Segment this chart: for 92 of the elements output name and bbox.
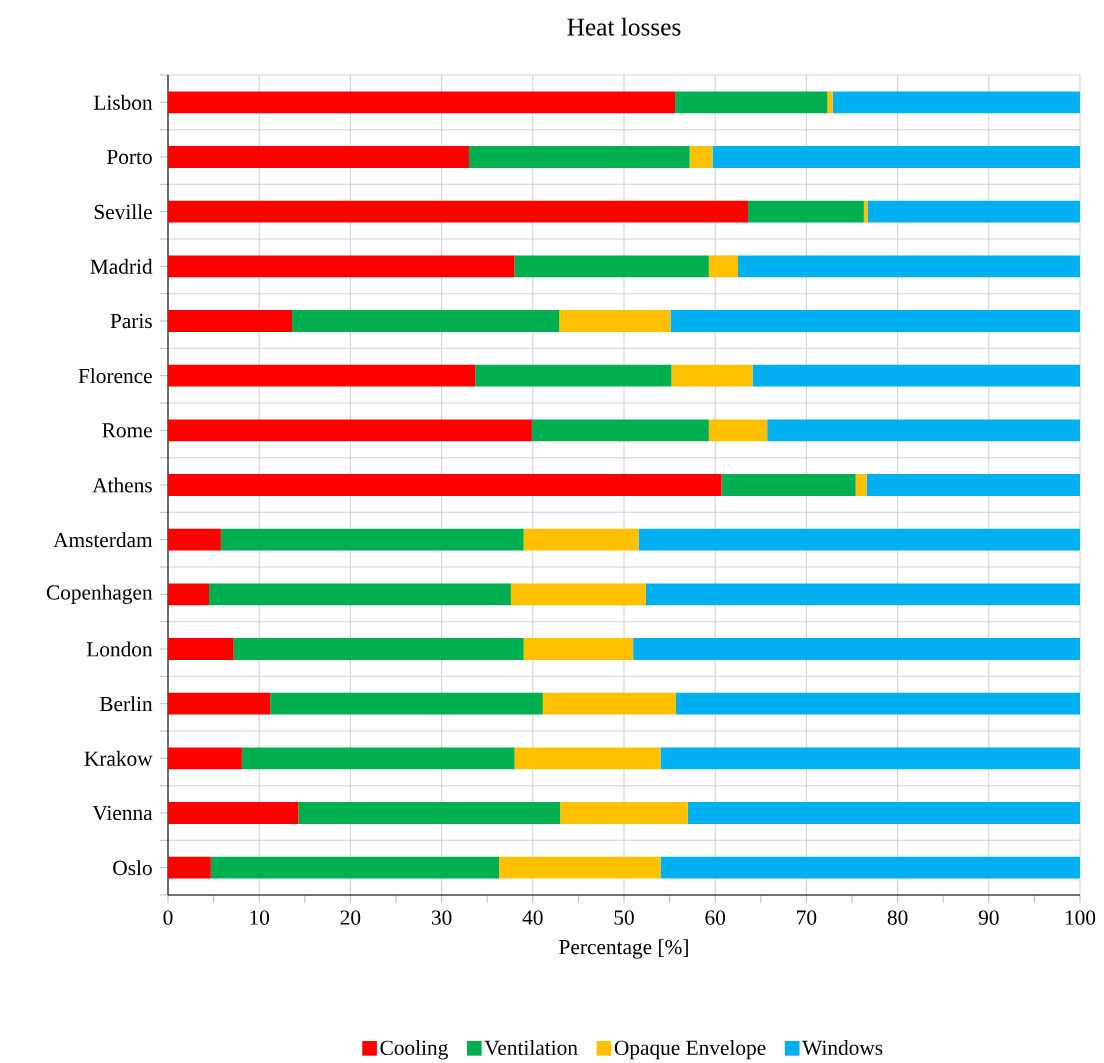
bar xyxy=(523,528,639,551)
x-tick-label: 50 xyxy=(614,910,634,925)
bar xyxy=(168,856,211,879)
bar xyxy=(168,801,299,824)
y-tick-label: Paris xyxy=(110,313,152,329)
bar xyxy=(660,856,1081,879)
bar xyxy=(168,583,210,606)
y-tick-label: Lisbon xyxy=(93,94,153,110)
y-tick-label: Oslo xyxy=(113,860,152,876)
bar xyxy=(514,255,709,278)
bar xyxy=(475,364,672,387)
x-tick-label: 10 xyxy=(250,910,270,925)
bar xyxy=(633,637,1081,660)
x-tick-label: 0 xyxy=(163,910,173,925)
legend-label: Windows xyxy=(802,1039,883,1055)
bar xyxy=(708,419,768,442)
bar xyxy=(689,145,713,168)
y-tick-label: Berlin xyxy=(99,696,153,712)
x-tick-label: 80 xyxy=(887,910,908,925)
bar xyxy=(867,200,1081,223)
bar xyxy=(832,91,1081,114)
bar xyxy=(510,583,646,606)
y-tick-label: Porto xyxy=(107,149,152,164)
y-tick-label: Amsterdam xyxy=(53,532,153,548)
bar xyxy=(168,200,749,223)
bar xyxy=(687,801,1081,824)
bar xyxy=(542,692,676,715)
bar xyxy=(670,309,1081,332)
y-tick-label: Vienna xyxy=(92,805,153,821)
y-tick-label: Florence xyxy=(78,368,152,384)
y-tick-label: Seville xyxy=(94,204,152,220)
bar xyxy=(270,692,543,715)
bar xyxy=(168,637,234,660)
x-tick-label: 100 xyxy=(1065,910,1096,925)
x-tick-label: 30 xyxy=(431,910,452,925)
bar xyxy=(514,747,661,770)
x-tick-label: 70 xyxy=(797,910,817,925)
legend-label: Ventilation xyxy=(484,1039,578,1055)
bar xyxy=(748,200,864,223)
bar xyxy=(559,309,671,332)
bar xyxy=(675,91,828,114)
x-tick-label: 90 xyxy=(978,910,999,925)
bar xyxy=(220,528,524,551)
legend-label: Cooling xyxy=(380,1039,448,1060)
legend-label: Opaque Envelope xyxy=(614,1039,766,1060)
bar xyxy=(168,692,271,715)
bar xyxy=(168,145,469,168)
bar xyxy=(209,583,511,606)
bar xyxy=(233,637,524,660)
x-axis-title: Percentage [%] xyxy=(559,939,688,959)
bar xyxy=(752,364,1081,387)
bar xyxy=(645,583,1081,606)
bar xyxy=(671,364,753,387)
y-tick-label: Rome xyxy=(102,423,152,438)
bar xyxy=(168,528,221,551)
bar xyxy=(863,200,868,223)
y-tick-label: London xyxy=(86,641,153,657)
y-tick-label: Athens xyxy=(92,477,152,493)
bar xyxy=(168,473,722,496)
bar xyxy=(523,637,634,660)
bar xyxy=(168,747,242,770)
bar xyxy=(168,255,515,278)
y-tick-label: Copenhagen xyxy=(46,584,153,604)
bar xyxy=(468,145,690,168)
bar xyxy=(767,419,1081,442)
bar xyxy=(660,747,1081,770)
x-tick-label: 40 xyxy=(522,910,543,925)
bar xyxy=(168,91,676,114)
y-tick-label: Krakow xyxy=(84,750,153,766)
bar xyxy=(560,801,688,824)
bar xyxy=(708,255,738,278)
bar xyxy=(292,309,560,332)
bar xyxy=(827,91,833,114)
x-tick-label: 20 xyxy=(340,910,361,925)
y-tick-label: Madrid xyxy=(90,258,153,274)
bar xyxy=(168,364,476,387)
bar xyxy=(738,255,1081,278)
bar xyxy=(168,419,532,442)
x-tick-label: 60 xyxy=(705,910,726,925)
bar xyxy=(712,145,1081,168)
bar xyxy=(721,473,856,496)
bar xyxy=(298,801,561,824)
bar xyxy=(675,692,1081,715)
bar xyxy=(241,747,515,770)
bar xyxy=(855,473,867,496)
bar xyxy=(168,309,293,332)
bar xyxy=(866,473,1081,496)
bar xyxy=(638,528,1081,551)
bar xyxy=(531,419,709,442)
bar xyxy=(210,856,500,879)
chart-title: Heat losses xyxy=(567,17,681,36)
bar xyxy=(499,856,661,879)
